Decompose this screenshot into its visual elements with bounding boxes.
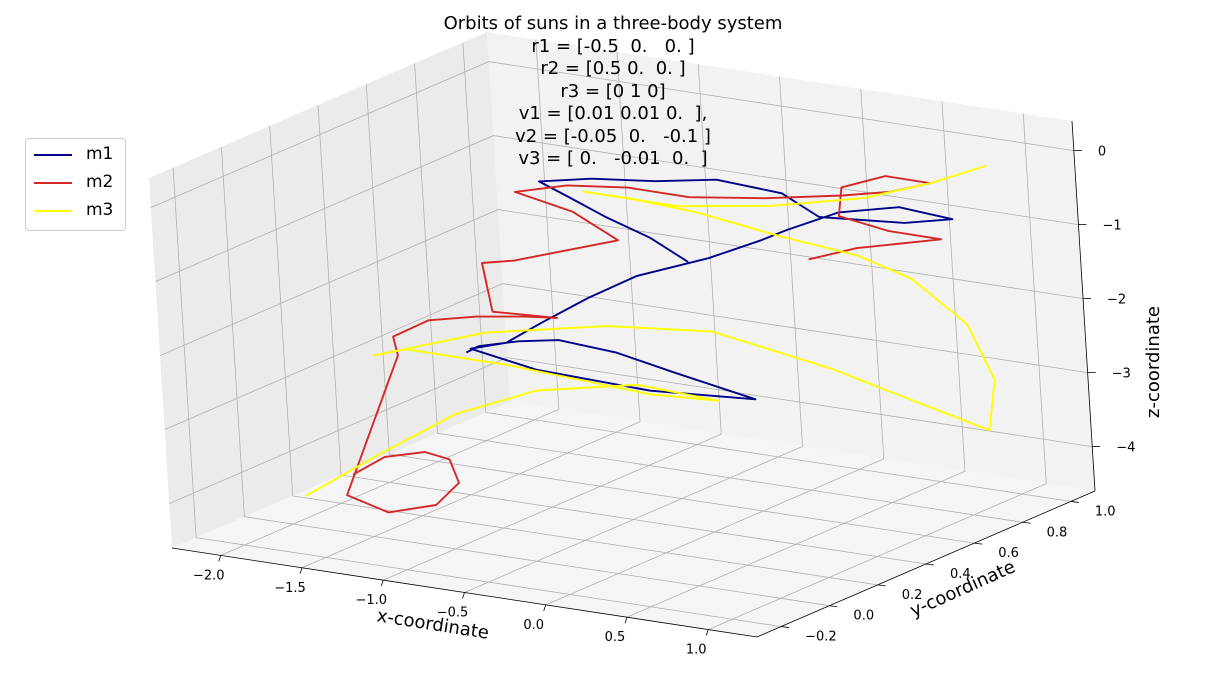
y-tick-label: −0.2 — [805, 630, 837, 645]
chart-title: Orbits of suns in a three-body system r1… — [413, 13, 813, 171]
y-grid-line — [365, 84, 975, 544]
title-line: r2 = [0.5 0. 0. ] — [540, 58, 686, 79]
z-tick-label: −2 — [1107, 293, 1126, 308]
title-line: v3 = [ 0. -0.01 0. ] — [518, 148, 708, 169]
x-grid-line — [220, 39, 560, 556]
y-tick — [877, 584, 886, 587]
y-tick-label: 0.0 — [853, 609, 874, 624]
x-tick-label: 1.0 — [686, 643, 707, 658]
legend-item-m1: m1 — [26, 141, 125, 169]
x-tick — [299, 567, 303, 574]
legend-item-m2: m2 — [26, 169, 125, 197]
x-grid-line — [301, 51, 641, 569]
y-grid-line — [462, 42, 1071, 502]
x-tick-label: 0.0 — [523, 618, 544, 633]
x-tick — [218, 555, 222, 562]
y-tick-label: 0.2 — [902, 588, 923, 603]
legend-swatch-m1 — [34, 154, 72, 156]
axes-panes — [149, 32, 1095, 637]
x-grid-line — [383, 64, 722, 581]
x-grid-line — [545, 88, 885, 606]
x-tick — [705, 629, 709, 636]
series-line-m2 — [346, 175, 943, 514]
y-tick-label: 1.0 — [1095, 504, 1116, 519]
z-axis-line — [1071, 120, 1096, 492]
y-grid-line — [269, 125, 878, 586]
y-tick — [781, 626, 790, 628]
legend-label-m3: m3 — [86, 200, 114, 220]
title-line: v1 = [0.01 0.01 0. ], — [518, 103, 708, 124]
series-layer — [305, 164, 996, 514]
y-tick — [974, 542, 983, 545]
x-grid-line — [708, 113, 1047, 630]
x-grid-line — [464, 76, 803, 593]
y-tick-label: 0.6 — [998, 546, 1019, 561]
y-tick — [1022, 521, 1031, 524]
y-grid-line — [414, 63, 1023, 523]
y-tick — [925, 563, 935, 566]
title-line: r3 = [0 1 0] — [560, 80, 666, 102]
z-grid-line — [169, 357, 1093, 504]
legend-swatch-m3 — [34, 210, 72, 212]
x-tick — [624, 617, 628, 624]
x-axis-label: x-coordinate — [375, 605, 490, 643]
x-tick — [543, 604, 547, 611]
series-line-m1 — [466, 177, 954, 401]
z-tick-label: −4 — [1116, 441, 1135, 456]
x-tick-label: −0.5 — [437, 606, 469, 621]
z-tick-label: 0 — [1098, 145, 1106, 160]
legend-label-m2: m2 — [86, 172, 114, 192]
title-line: v2 = [-0.05 0. -0.1 ] — [515, 125, 711, 147]
x-tick-label: −1.0 — [355, 593, 387, 608]
z-grid-line — [164, 283, 1088, 430]
x-tick — [462, 592, 465, 599]
legend: m1 m2 m3 — [25, 138, 126, 231]
z-grid-line — [150, 61, 1074, 208]
y-tick-label: 0.8 — [1047, 525, 1068, 540]
legend-item-m3: m3 — [26, 197, 125, 225]
y-tick-label: 0.4 — [950, 567, 971, 582]
x-tick — [380, 580, 384, 587]
series-line-m3 — [305, 164, 996, 497]
tick-marks: −2.0 −1.5 −1.0 −0.5 0.0 0.5 1.0 −0.2 0.0 0.2 0.4 0.… — [193, 145, 1135, 658]
y-tick — [829, 605, 838, 608]
z-tick-label: −1 — [1102, 219, 1121, 234]
z-grid-line — [155, 135, 1079, 282]
x-grid-line — [626, 101, 966, 618]
x-tick-label: −2.0 — [193, 568, 225, 583]
y-grid-line — [172, 167, 782, 627]
y-tick — [1070, 501, 1079, 503]
z-axis-label: z-coordinate — [1143, 306, 1164, 418]
legend-swatch-m2 — [34, 182, 72, 184]
y-grid-line — [221, 146, 830, 607]
z-tick-label: −3 — [1112, 367, 1131, 382]
x-tick-label: 0.5 — [605, 630, 626, 645]
title-line: r1 = [-0.5 0. 0. ] — [531, 35, 695, 57]
legend-label-m1: m1 — [86, 144, 114, 164]
title-line: Orbits of suns in a three-body system — [443, 13, 783, 34]
x-tick-label: −1.5 — [274, 581, 306, 596]
